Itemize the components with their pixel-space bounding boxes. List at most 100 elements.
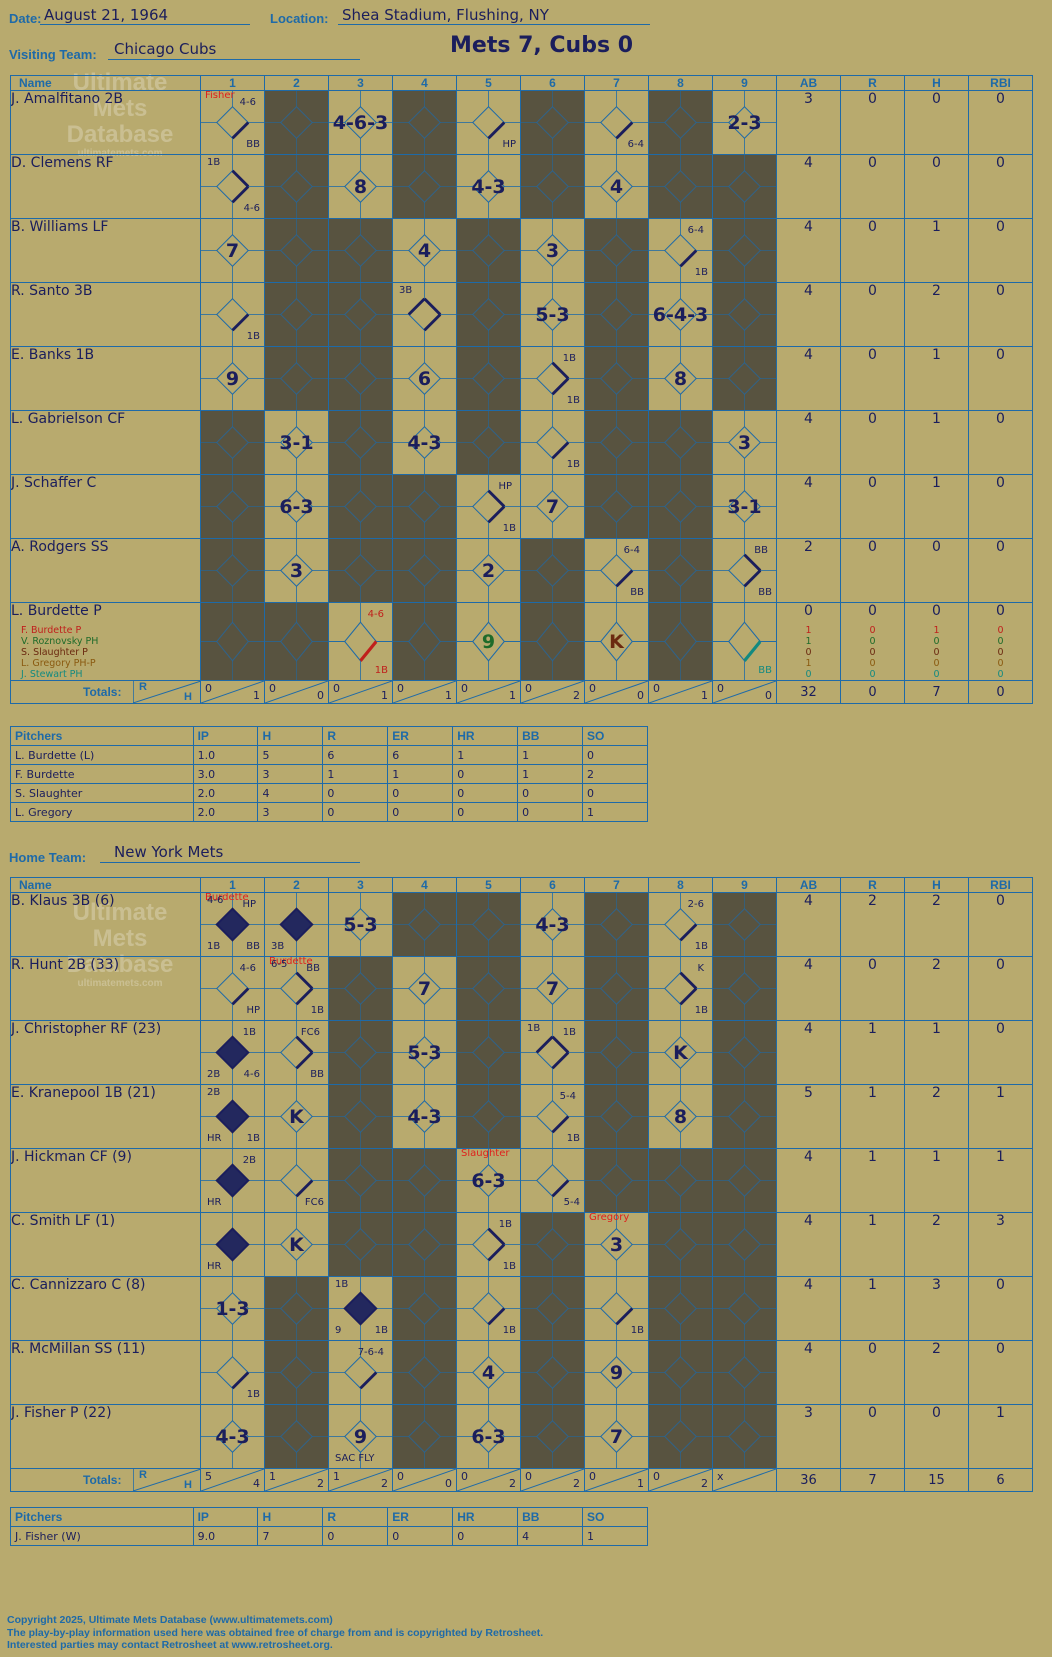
diamond-icon [457,893,520,956]
stat-r: 1 [840,1084,905,1149]
player-row: J. Hickman CF (9) 2B HR FC6 Slaughter 6-3 5-4 4… [10,1148,1033,1213]
stat-rbi: 0 [968,410,1033,475]
diamond-icon [265,411,328,474]
at-bat-cell [712,1276,777,1341]
diamond-icon [713,1149,776,1212]
pitcher-cell: 3 [257,802,324,822]
play-notation: 7 [225,239,240,262]
play-detail-br: 1B [374,665,388,676]
at-bat-cell: BB [712,602,777,681]
play-detail-tl: 1B [527,1023,541,1034]
at-bat-cell [648,410,713,475]
play-detail-tr: 4-6 [367,609,384,620]
diamond-icon [713,539,776,602]
play-notation: 3 [545,239,560,262]
diamond-icon [521,603,584,680]
play-detail-br: BB [758,587,772,598]
play-detail-tr: 1B [498,1219,512,1230]
at-bat-cell: 9 [584,1340,649,1405]
stat-rbi: 0 [968,218,1033,283]
play-detail-br: HP [502,139,516,150]
pitcher-cell: L. Burdette (L) [10,745,194,765]
diamond-icon [521,539,584,602]
diamond-icon [201,475,264,538]
player-name: L. Gabrielson CF [11,411,126,428]
diamond-icon [329,1405,392,1468]
pitcher-cell: 4 [517,1526,584,1546]
player-name-cell: J. Hickman CF (9) [10,1148,201,1213]
pitcher-cell: 6 [387,745,454,765]
stat-header: H [904,877,969,893]
diamond-icon [713,1277,776,1340]
at-bat-cell [264,1340,329,1405]
diamond-icon [201,347,264,410]
at-bat-cell [648,602,713,681]
diamond-icon [265,1149,328,1212]
stat-rbi: 0 [968,1020,1033,1085]
pitcher-cell: 1 [452,745,519,765]
at-bat-cell: 8 [648,1084,713,1149]
pitcher-change-label: Burdette [269,956,313,968]
stat-r: 0 [840,410,905,475]
at-bat-cell [648,1148,713,1213]
diamond-icon [265,957,328,1020]
play-detail-br: 1B [374,1325,388,1336]
play-notation: K [673,1041,688,1064]
play-detail-br: 1B [502,1261,516,1272]
at-bat-cell: 4-3 [520,892,585,957]
at-bat-cell: K 1B [648,956,713,1021]
at-bat-cell: 4-3 [200,1404,265,1469]
play-notation: 2 [481,559,496,582]
player-name: R. Santo 3B [11,283,93,300]
play-notation: 1-3 [215,1297,250,1320]
diamond-icon [201,91,264,154]
at-bat-cell [392,602,457,681]
stat-ab: 4 [776,1276,841,1341]
diamond-icon [329,1213,392,1276]
at-bat-cell [328,474,393,539]
date-label: Date: [9,11,42,26]
stat-rbi: 0 [968,1340,1033,1405]
substitute-name: L. Gregory PH-P [21,658,96,669]
pitcher-cell: 2.0 [192,802,259,822]
player-name: J. Amalfitano 2B [11,91,124,108]
pitcher-cell: 6 [322,745,389,765]
at-bat-cell: FC6 [264,1148,329,1213]
at-bat-cell [328,346,393,411]
play-detail-tl: 4-6 [207,895,224,906]
pitcher-cell: L. Gregory [10,802,194,822]
home-team-label: Home Team: [9,850,87,865]
diamond-icon [329,957,392,1020]
at-bat-cell [200,602,265,681]
at-bat-cell [648,1404,713,1469]
diamond-icon [521,155,584,218]
diamond-icon [265,1085,328,1148]
inning-header: 9 [712,877,777,893]
player-row: R. Hunt 2B (33) 4-6 HP Burdette 6-5 BB 1B 7 7 K 1B… [10,956,1033,1021]
inning-header: 4 [392,877,457,893]
stat-r: 1 [840,1148,905,1213]
stat-h: 2 [904,1084,969,1149]
diamond-icon [521,347,584,410]
at-bat-cell [520,1404,585,1469]
at-bat-cell: HR [200,1212,265,1277]
player-name: C. Smith LF (1) [11,1213,116,1230]
diamond-icon [457,1021,520,1084]
pitcher-stat-header: HR [452,1507,519,1527]
stat-rbi: 1 [968,1084,1033,1149]
at-bat-cell: FC6 BB [264,1020,329,1085]
diamond-icon [585,1021,648,1084]
play-detail-br: 5-4 [563,1197,580,1208]
at-bat-cell [328,956,393,1021]
pitcher-stat-header: IP [192,726,259,746]
diamond-icon [649,91,712,154]
diamond-icon [585,1085,648,1148]
diamond-icon [585,539,648,602]
visitors-scorecard: Name 1 2 3 4 5 6 7 8 9 AB R H RBI J. Amalfitano 2B Fish… [10,75,1033,704]
at-bat-cell: 1B 9 1B [328,1276,393,1341]
diamond-icon [585,1213,648,1276]
play-detail-bl: 2B [207,1069,221,1080]
diamond-icon [521,957,584,1020]
